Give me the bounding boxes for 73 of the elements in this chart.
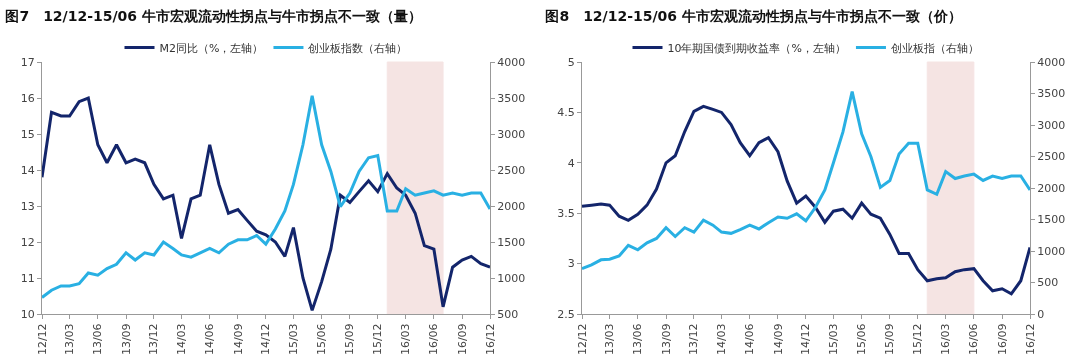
x-tick-label: 15/03: [287, 323, 301, 356]
x-tick-label: 14/09: [771, 323, 785, 356]
y2-tick-label: 2000: [497, 199, 526, 213]
x-tick-label: 13/06: [631, 323, 645, 356]
x-tick-label: 13/06: [91, 323, 105, 356]
y2-tick-label: 4000: [1037, 55, 1066, 69]
y-tick-label: 5: [567, 55, 575, 69]
legend-label: 10年期国债到期收益率（%，左轴）: [667, 41, 846, 55]
y2-tick-label: 1500: [497, 235, 526, 249]
y2-tick-label: 500: [1037, 276, 1059, 290]
y2-tick-label: 500: [497, 307, 519, 321]
y2-tick-label: 1000: [1037, 244, 1066, 258]
chart-title: 图8 12/12-15/06 牛市宏观流动性拐点与牛市拐点不一致（价）: [545, 7, 962, 24]
y2-tick-label: 2000: [1037, 181, 1066, 195]
x-tick-label: 15/03: [827, 323, 841, 356]
x-tick-label: 15/12: [911, 323, 925, 356]
x-tick-label: 12/12: [35, 323, 49, 356]
y-tick-label: 3: [567, 257, 575, 271]
y-tick-label: 4: [567, 156, 575, 170]
y-tick-label: 16: [20, 91, 35, 105]
y2-tick-label: 3500: [1037, 87, 1066, 101]
line-series: [582, 90, 1030, 271]
x-tick-label: 15/09: [883, 323, 897, 356]
x-tick-label: 13/09: [659, 323, 673, 356]
x-tick-label: 13/03: [63, 323, 77, 356]
x-tick-label: 13/12: [147, 323, 161, 356]
x-tick-label: 16/12: [1023, 323, 1037, 356]
x-tick-label: 16/06: [427, 323, 441, 356]
y-tick-label: 4.5: [557, 106, 575, 120]
y2-tick-label: 2500: [497, 163, 526, 177]
x-tick-label: 13/03: [603, 323, 617, 356]
x-tick-label: 14/06: [203, 323, 217, 356]
x-tick-label: 14/03: [175, 323, 189, 356]
y2-tick-label: 3000: [497, 127, 526, 141]
y-tick-label: 2.5: [557, 307, 575, 321]
y2-tick-label: 4000: [497, 55, 526, 69]
y-tick-label: 3.5: [557, 207, 575, 221]
y-tick-label: 12: [20, 235, 35, 249]
y2-tick-label: 3500: [497, 91, 526, 105]
line-series: [582, 104, 1030, 296]
x-tick-label: 15/06: [315, 323, 329, 356]
x-tick-label: 13/09: [119, 323, 133, 356]
x-tick-label: 15/06: [855, 323, 869, 356]
y-tick-label: 11: [20, 271, 35, 285]
x-tick-label: 16/03: [399, 323, 413, 356]
x-tick-label: 14/12: [799, 323, 813, 356]
y-tick-label: 13: [20, 199, 35, 213]
x-tick-label: 12/12: [575, 323, 589, 356]
y2-tick-label: 2500: [1037, 150, 1066, 164]
x-tick-label: 13/12: [687, 323, 701, 356]
y-tick-label: 14: [20, 163, 35, 177]
x-tick-label: 14/09: [231, 323, 245, 356]
x-tick-label: 14/03: [715, 323, 729, 356]
x-tick-label: 14/06: [743, 323, 757, 356]
x-tick-label: 16/09: [995, 323, 1009, 356]
y2-tick-label: 1000: [497, 271, 526, 285]
y2-tick-label: 0: [1037, 307, 1045, 321]
y-tick-label: 10: [20, 307, 35, 321]
legend-label: 创业板指（右轴）: [890, 41, 979, 55]
x-tick-label: 14/12: [259, 323, 273, 356]
x-tick-label: 16/03: [939, 323, 953, 356]
y-tick-label: 15: [20, 127, 35, 141]
legend-label: 创业板指数（右轴）: [308, 41, 408, 55]
y2-tick-label: 1500: [1037, 213, 1066, 227]
x-tick-label: 16/09: [455, 323, 469, 356]
x-tick-label: 16/06: [967, 323, 981, 356]
x-tick-label: 15/09: [343, 323, 357, 356]
y2-tick-label: 3000: [1037, 118, 1066, 132]
y-tick-label: 17: [20, 55, 35, 69]
x-tick-label: 16/12: [483, 323, 497, 356]
chart-title: 图7 12/12-15/06 牛市宏观流动性拐点与牛市拐点不一致（量）: [5, 7, 422, 24]
x-tick-label: 15/12: [371, 323, 385, 356]
legend-label: M2同比（%，左轴）: [159, 41, 264, 55]
